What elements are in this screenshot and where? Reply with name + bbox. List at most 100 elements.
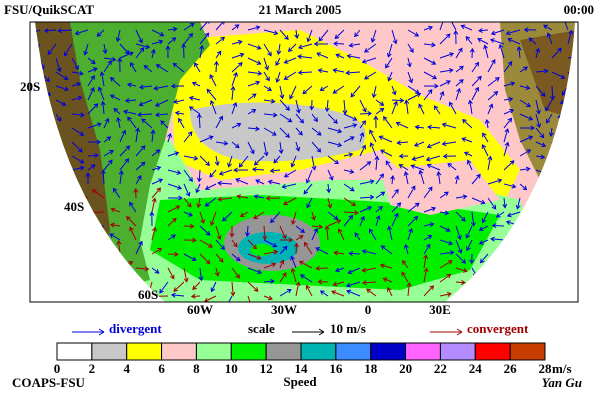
wind-arrow (210, 211, 217, 227)
wind-arrow (183, 267, 189, 283)
wind-arrow (253, 194, 265, 200)
wind-arrow (359, 111, 373, 117)
wind-arrow (423, 254, 429, 269)
wind-arrow (407, 227, 413, 241)
wind-arrow (183, 211, 193, 217)
wind-arrow (439, 260, 453, 269)
wind-arrow (247, 25, 261, 31)
wind-arrow (423, 243, 431, 255)
wind-arrow (183, 32, 194, 45)
wind-arrow (87, 152, 99, 159)
wind-arrow (305, 284, 313, 297)
wind-arrow (535, 113, 542, 129)
wind-arrow (194, 62, 201, 73)
header-right: 00:00 (564, 2, 594, 17)
wind-arrow (489, 38, 505, 45)
wind-arrow (327, 197, 333, 209)
wind-arrow (423, 267, 429, 283)
wind-arrow (302, 85, 313, 95)
wind-arrow (546, 197, 553, 212)
wind-arrow (467, 99, 473, 115)
wind-arrow (413, 141, 425, 147)
wind-arrow (439, 225, 451, 232)
wind-arrow (343, 152, 354, 158)
wind-arrow (235, 178, 249, 185)
wind-arrow (263, 127, 277, 136)
legend-scale-value: 10 m/s (330, 321, 366, 336)
wind-arrow (44, 235, 57, 241)
wind-arrow (485, 267, 491, 283)
wind-arrow (549, 267, 555, 283)
wind-arrow (135, 145, 146, 157)
wind-arrow (303, 183, 313, 195)
colorbar-box (161, 342, 197, 361)
wind-arrow (303, 241, 313, 255)
wind-arrow (521, 211, 537, 217)
colorbar-tick-label: 28 (539, 361, 553, 376)
lat-label: 40S (64, 199, 84, 214)
wind-arrow (311, 227, 318, 241)
wind-arrow (135, 43, 151, 50)
wind-arrow (423, 235, 433, 241)
wind-arrow (522, 220, 537, 227)
wind-arrow (35, 201, 41, 213)
wind-arrow (87, 67, 98, 73)
wind-arrow (218, 169, 233, 176)
wind-arrow (103, 280, 119, 286)
wind-arrow (337, 228, 345, 241)
wind-arrow (535, 68, 549, 74)
wind-arrow (224, 295, 233, 302)
wind-arrow (100, 100, 106, 115)
wind-arrow (297, 43, 313, 50)
wind-arrow (503, 61, 513, 73)
wind-arrow (170, 292, 185, 298)
wind-arrow (439, 80, 451, 87)
wind-arrow (471, 197, 486, 205)
wind-arrow (87, 277, 99, 283)
wind-arrow (139, 84, 153, 90)
wind-arrow (109, 233, 121, 241)
wind-arrow (74, 225, 89, 233)
colorbar-box (265, 342, 302, 361)
wind-arrow (478, 225, 489, 231)
colorbar-box (56, 342, 93, 361)
wind-arrow (324, 225, 330, 241)
wind-arrow (491, 223, 505, 229)
wind-arrow (99, 71, 105, 87)
wind-arrow (87, 75, 95, 87)
wind-arrow (215, 115, 224, 129)
wind-arrow (35, 232, 41, 241)
wind-arrow (36, 243, 42, 255)
wind-arrow (519, 281, 525, 291)
wind-arrow (375, 214, 381, 227)
wind-arrow (551, 155, 563, 165)
wind-arrow (191, 81, 201, 87)
wind-arrow (215, 239, 225, 251)
wind-arrow (71, 291, 81, 297)
wind-arrow (503, 117, 513, 129)
wind-arrow (490, 253, 505, 261)
wind-arrow (215, 253, 224, 263)
wind-arrow (231, 122, 242, 129)
wind-arrow (39, 256, 47, 269)
wind-arrow (231, 253, 241, 262)
wind-arrow (199, 32, 210, 45)
wind-arrow (423, 89, 433, 101)
wind-arrow (311, 224, 324, 230)
wind-arrow (359, 215, 365, 227)
wind-arrow (387, 71, 393, 82)
wind-arrow (319, 85, 329, 91)
wind-arrow (481, 144, 489, 157)
wind-arrow (119, 281, 131, 292)
wind-arrow (196, 169, 202, 183)
wind-arrow (295, 225, 305, 233)
wind-arrow (439, 22, 446, 31)
wind-arrow (343, 169, 355, 174)
wind-arrow (253, 211, 265, 220)
wind-arrow (238, 155, 249, 168)
wind-arrow (520, 125, 535, 131)
wind-arrow (455, 225, 462, 241)
wind-arrow (46, 223, 57, 229)
colorbar-tick-label: 16 (329, 361, 343, 376)
wind-arrow (333, 41, 345, 47)
